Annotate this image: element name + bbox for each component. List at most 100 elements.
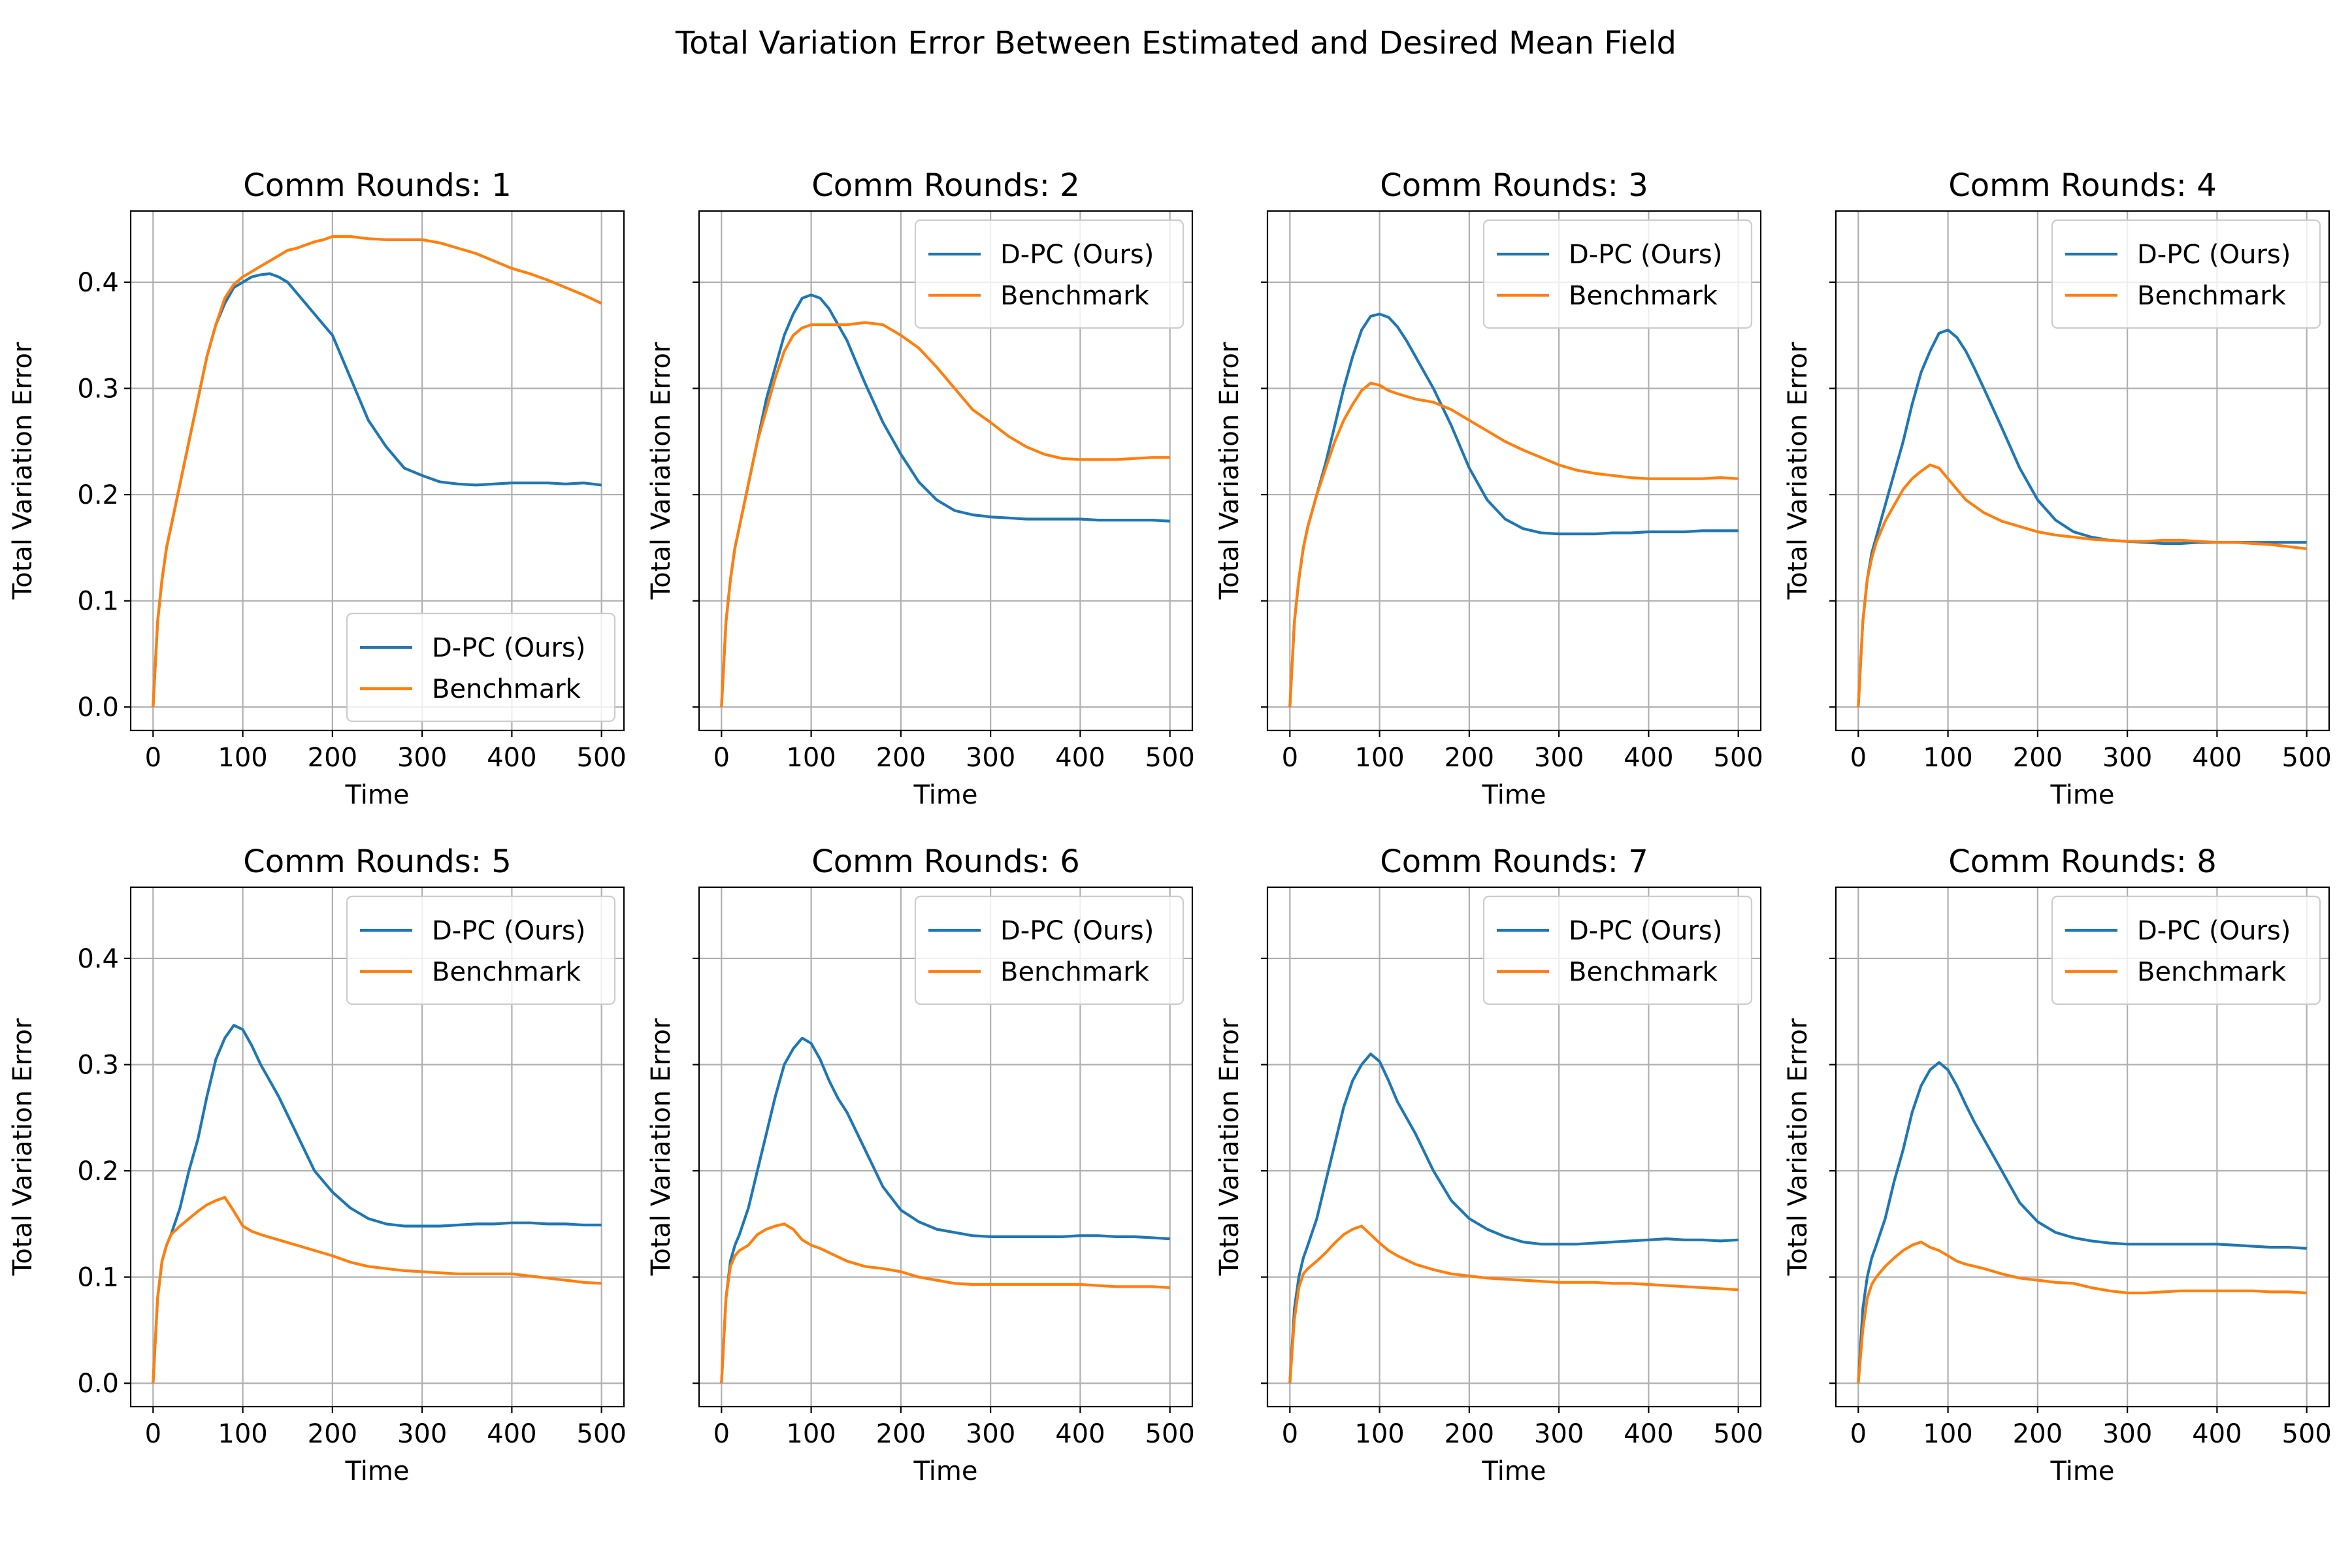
y-axis-label: Total Variation Error (1783, 1018, 1813, 1276)
y-axis-label: Total Variation Error (1783, 342, 1813, 600)
legend-label: D-PC (Ours) (2137, 240, 2291, 270)
x-tick-label: 100 (1354, 743, 1404, 773)
axes-frame (1266, 886, 1762, 1408)
x-axis-label: Time (913, 1456, 978, 1486)
legend-box (1482, 219, 1753, 329)
legend-label: D-PC (Ours) (1569, 916, 1722, 946)
series-line-dpc (720, 293, 1170, 708)
legend: D-PC (Ours) Benchmark (2051, 895, 2321, 1005)
x-tick-label: 400 (487, 1419, 536, 1449)
x-tick-label: 100 (786, 743, 836, 773)
y-tick-label: 0.0 (77, 693, 119, 723)
x-axis-label: Time (1482, 780, 1546, 810)
x-tick-label: 100 (1923, 743, 1972, 773)
x-tick-label: 200 (876, 1419, 926, 1449)
legend-box (346, 895, 616, 1005)
legend-box (346, 612, 616, 723)
x-tick-label: 300 (1534, 1419, 1584, 1449)
y-axis-label: Total Variation Error (1215, 342, 1245, 600)
series-line-benchmark (152, 235, 602, 708)
x-tick-label: 500 (2282, 743, 2332, 773)
x-tick-label: 400 (487, 743, 536, 773)
x-tick-label: 400 (2192, 743, 2242, 773)
legend-label: D-PC (Ours) (432, 633, 585, 663)
x-tick-label: 500 (1714, 743, 1763, 773)
legend: D-PC (Ours) Benchmark (914, 895, 1184, 1005)
x-tick-label: 200 (876, 743, 926, 773)
legend-label: Benchmark (1000, 957, 1150, 987)
x-tick-label: 300 (1534, 743, 1584, 773)
subplot-title: Comm Rounds: 1 (243, 167, 512, 204)
x-axis-label: Time (345, 780, 410, 810)
y-axis-label: Total Variation Error (8, 342, 38, 600)
axes-frame (1835, 210, 2330, 732)
axes-frame (698, 210, 1194, 732)
axes-frame (698, 886, 1194, 1408)
legend-label: Benchmark (2137, 957, 2287, 987)
legend-label: D-PC (Ours) (1000, 916, 1154, 946)
x-tick-label: 0 (1850, 743, 1867, 773)
x-tick-label: 0 (145, 1419, 161, 1449)
series-line-dpc (152, 1024, 602, 1384)
x-tick-label: 500 (577, 1419, 627, 1449)
x-tick-label: 100 (786, 1419, 836, 1449)
y-tick-label: 0.4 (77, 944, 119, 974)
panels: Comm Rounds: 1 0 100 200 300 400 500 0.0 0.1 0.2 0… (8, 167, 2332, 1486)
x-tick-label: 200 (2013, 1419, 2063, 1449)
legend: D-PC (Ours) Benchmark (1482, 895, 1753, 1005)
x-tick-label: 200 (308, 1419, 357, 1449)
y-tick-label: 0.2 (77, 1156, 119, 1186)
subplot-6: Comm Rounds: 6 0 100 200 300 400 500 Time Total … (646, 843, 1195, 1486)
x-tick-label: 300 (966, 743, 1015, 773)
legend-label: Benchmark (432, 674, 581, 704)
axes-frame (1266, 210, 1762, 732)
y-axis-label: Total Variation Error (646, 342, 676, 600)
x-tick-label: 200 (2013, 743, 2063, 773)
x-axis-label: Time (2050, 780, 2115, 810)
subplot-title: Comm Rounds: 7 (1380, 843, 1648, 880)
x-tick-label: 200 (1445, 743, 1494, 773)
y-tick-label: 0.2 (77, 480, 119, 510)
legend: D-PC (Ours) Benchmark (346, 895, 616, 1005)
subplot-5: Comm Rounds: 5 0 100 200 300 400 500 0.0 0.1 0.2 0… (8, 843, 627, 1486)
x-tick-label: 400 (1624, 743, 1673, 773)
series-line-dpc (1857, 329, 2307, 708)
axes-frame (129, 210, 625, 732)
x-axis-label: Time (2050, 1456, 2115, 1486)
legend-label: Benchmark (432, 957, 581, 987)
x-tick-label: 500 (2282, 1419, 2332, 1449)
subplot-2: Comm Rounds: 2 0 100 200 300 400 500 Time Total … (646, 167, 1195, 810)
y-tick-label: 0.0 (77, 1369, 119, 1399)
y-axis-label: Total Variation Error (646, 1018, 676, 1276)
legend: D-PC (Ours) Benchmark (1482, 219, 1753, 329)
x-tick-label: 300 (2102, 1419, 2152, 1449)
legend-label: Benchmark (1000, 281, 1150, 311)
x-tick-label: 400 (2192, 1419, 2242, 1449)
legend-label: D-PC (Ours) (1000, 240, 1154, 270)
subplot-title: Comm Rounds: 8 (1948, 843, 2217, 880)
x-tick-label: 0 (1282, 743, 1298, 773)
x-tick-label: 0 (145, 743, 161, 773)
x-tick-label: 100 (218, 1419, 267, 1449)
legend: D-PC (Ours) Benchmark (346, 612, 616, 723)
x-tick-label: 300 (2102, 743, 2152, 773)
x-tick-label: 400 (1055, 1419, 1105, 1449)
x-tick-label: 0 (713, 743, 730, 773)
subplot-1: Comm Rounds: 1 0 100 200 300 400 500 0.0 0.1 0.2 0… (8, 167, 627, 810)
legend: D-PC (Ours) Benchmark (2051, 219, 2321, 329)
legend-box (914, 895, 1184, 1005)
x-tick-label: 500 (577, 743, 627, 773)
legend-box (2051, 219, 2321, 329)
x-tick-label: 500 (1145, 1419, 1195, 1449)
legend-label: Benchmark (1569, 957, 1718, 987)
x-tick-label: 0 (713, 1419, 730, 1449)
x-tick-label: 0 (1850, 1419, 1867, 1449)
series-line-dpc (720, 1036, 1170, 1384)
x-axis-label: Time (1482, 1456, 1546, 1486)
y-tick-label: 0.1 (77, 1263, 119, 1293)
series-line-benchmark (720, 1222, 1170, 1384)
figure-title: Total Variation Error Between Estimated … (675, 25, 1676, 61)
x-tick-label: 200 (1445, 1419, 1494, 1449)
series-line-benchmark (1857, 463, 2307, 708)
